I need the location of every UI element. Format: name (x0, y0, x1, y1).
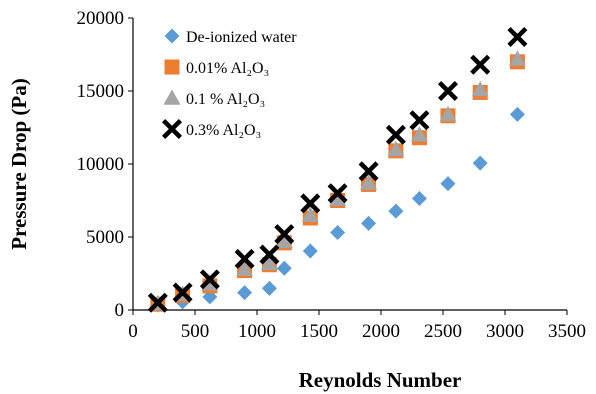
data-point (470, 55, 490, 75)
legend-item: 0.01% Al₂O₃ (165, 60, 270, 78)
legend-marker (164, 90, 181, 105)
legend-label: 0.01% Al₂O₃ (186, 60, 269, 77)
data-point (473, 156, 488, 171)
y-tick-label: 15000 (77, 81, 125, 102)
y-tick-label: 0 (115, 300, 125, 321)
series-3 (149, 50, 526, 310)
y-ticks: 0 5000 10000 15000 20000 (77, 8, 134, 321)
data-point (277, 261, 292, 276)
x-ticks: 0 500 1000 1500 2000 2500 3000 3500 (128, 310, 586, 342)
data-point (303, 244, 318, 259)
y-tick-label: 10000 (77, 154, 125, 175)
legend-label: 0.1 % Al₂O₃ (186, 91, 265, 108)
legend-label: De-ionized water (186, 29, 297, 46)
data-point (388, 204, 403, 219)
x-tick-label: 3000 (486, 321, 524, 342)
data-point (440, 176, 455, 191)
x-tick-label: 500 (181, 321, 210, 342)
legend-item: 0.3% Al₂O₃ (162, 119, 261, 139)
legend: De-ionized water 0.01% Al₂O₃ 0.1 % Al₂O₃ 0.… (162, 29, 297, 140)
x-tick-label: 1500 (300, 321, 338, 342)
legend-label: 0.3% Al₂O₃ (186, 122, 261, 139)
data-point (412, 191, 427, 206)
x-tick-label: 3500 (548, 321, 586, 342)
x-tick-label: 2500 (424, 321, 462, 342)
x-tick-label: 2000 (362, 321, 400, 342)
data-point (438, 81, 458, 101)
y-axis-title: Pressure Drop (Pa) (7, 78, 31, 249)
y-tick-label: 20000 (77, 8, 125, 29)
legend-marker (162, 119, 182, 139)
x-axis-title: Reynolds Number (299, 368, 462, 392)
data-point (330, 225, 345, 240)
data-point (510, 107, 525, 122)
x-tick-label: 0 (128, 321, 138, 342)
data-point (237, 285, 252, 300)
x-tick-label: 1000 (238, 321, 276, 342)
legend-item: 0.1 % Al₂O₃ (164, 90, 266, 109)
data-point (361, 216, 376, 231)
data-point (262, 281, 277, 296)
legend-item: De-ionized water (165, 29, 298, 47)
legend-marker (165, 60, 180, 75)
data-point (507, 27, 527, 47)
y-tick-label: 5000 (86, 227, 124, 248)
legend-marker (165, 29, 180, 44)
